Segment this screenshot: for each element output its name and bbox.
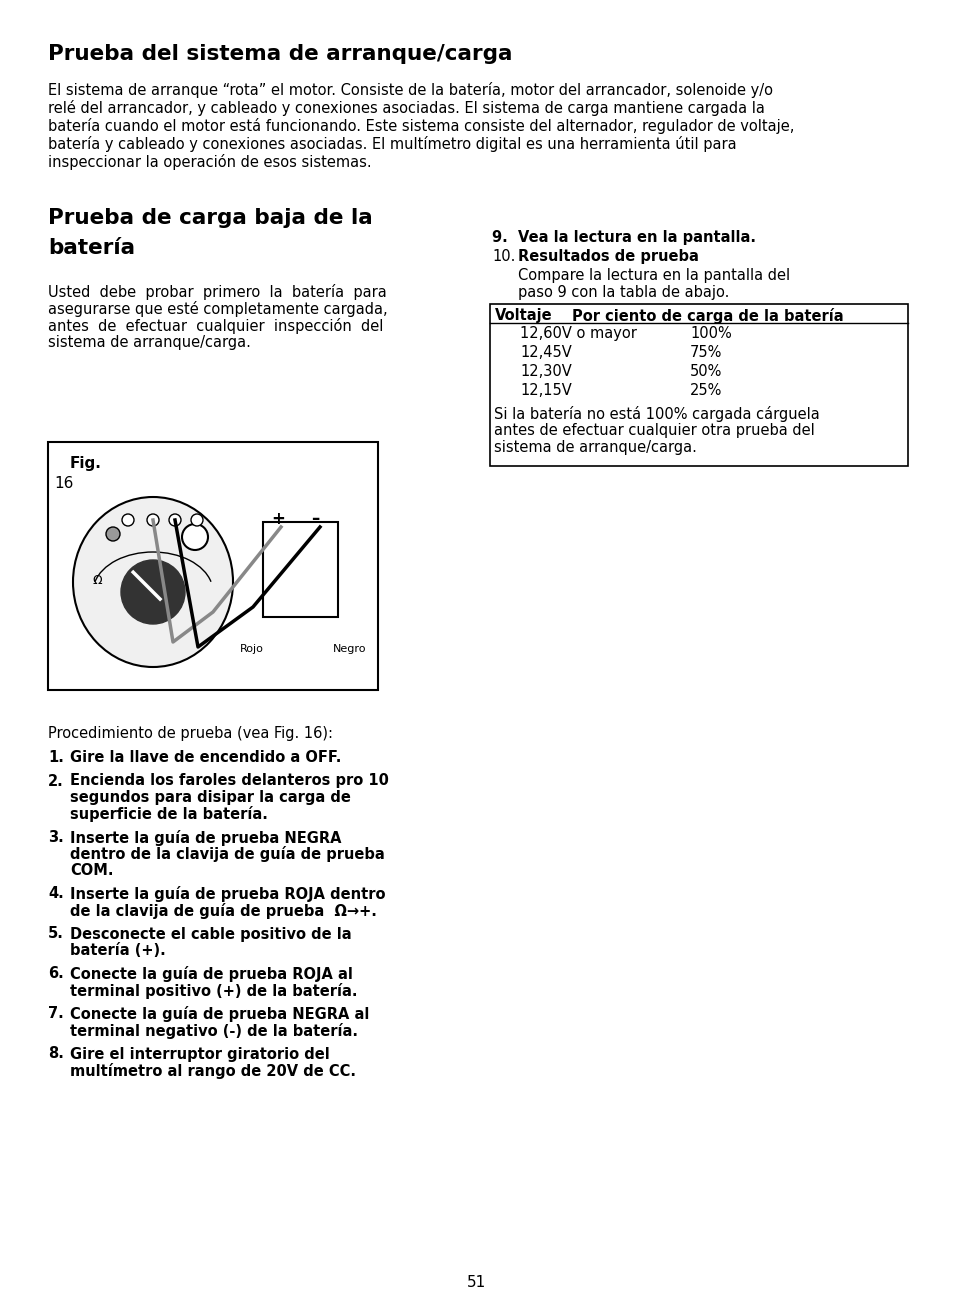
Text: 12,45V: 12,45V [519, 345, 571, 360]
Text: batería (+).: batería (+). [70, 943, 166, 958]
Text: batería: batería [48, 238, 135, 258]
Text: terminal positivo (+) de la batería.: terminal positivo (+) de la batería. [70, 984, 357, 999]
Text: 50%: 50% [689, 364, 721, 379]
Text: terminal negativo (-) de la batería.: terminal negativo (-) de la batería. [70, 1023, 357, 1039]
Circle shape [122, 514, 133, 526]
Text: sistema de arranque/carga.: sistema de arranque/carga. [494, 440, 696, 455]
Text: Gire la llave de encendido a OFF.: Gire la llave de encendido a OFF. [70, 749, 341, 765]
Text: Ω: Ω [92, 574, 103, 587]
Text: batería y cableado y conexiones asociadas. El multímetro digital es una herramie: batería y cableado y conexiones asociada… [48, 137, 736, 152]
Text: Prueba del sistema de arranque/carga: Prueba del sistema de arranque/carga [48, 44, 512, 64]
Text: Conecte la guía de prueba NEGRA al: Conecte la guía de prueba NEGRA al [70, 1007, 369, 1023]
Bar [48, 442, 377, 690]
Circle shape [169, 514, 181, 526]
Text: Procedimiento de prueba (vea Fig. 16):: Procedimiento de prueba (vea Fig. 16): [48, 726, 333, 742]
Bar [490, 304, 907, 466]
Text: Conecte la guía de prueba ROJA al: Conecte la guía de prueba ROJA al [70, 967, 353, 982]
Text: 100%: 100% [689, 327, 731, 341]
Text: 1.: 1. [48, 749, 64, 765]
Text: batería cuando el motor está funcionando. Este sistema consiste del alternador, : batería cuando el motor está funcionando… [48, 118, 794, 134]
Text: 5.: 5. [48, 926, 64, 942]
Text: 25%: 25% [689, 382, 721, 398]
Text: inspeccionar la operación de esos sistemas.: inspeccionar la operación de esos sistem… [48, 154, 372, 170]
Text: El sistema de arranque “rota” el motor. Consiste de la batería, motor del arranc: El sistema de arranque “rota” el motor. … [48, 82, 772, 98]
Text: sistema de arranque/carga.: sistema de arranque/carga. [48, 334, 251, 350]
Text: 4.: 4. [48, 886, 64, 902]
Text: Fig.: Fig. [70, 455, 102, 471]
Text: Rojo: Rojo [240, 644, 264, 654]
Text: Usted  debe  probar  primero  la  batería  para: Usted debe probar primero la batería par… [48, 284, 386, 301]
Text: 12,60V o mayor: 12,60V o mayor [519, 327, 637, 341]
Text: asegurarse que esté completamente cargada,: asegurarse que esté completamente cargad… [48, 301, 387, 317]
Text: Inserte la guía de prueba ROJA dentro: Inserte la guía de prueba ROJA dentro [70, 886, 385, 903]
Text: antes de efectuar cualquier otra prueba del: antes de efectuar cualquier otra prueba … [494, 423, 814, 438]
Text: 12,15V: 12,15V [519, 382, 571, 398]
Text: superficie de la batería.: superficie de la batería. [70, 807, 268, 822]
Text: Por ciento de carga de la batería: Por ciento de carga de la batería [572, 308, 842, 324]
Text: Desconecte el cable positivo de la: Desconecte el cable positivo de la [70, 926, 352, 942]
Text: Prueba de carga baja de la: Prueba de carga baja de la [48, 208, 373, 228]
Text: –: – [311, 510, 319, 528]
Text: de la clavija de guía de prueba  Ω→+.: de la clavija de guía de prueba Ω→+. [70, 903, 376, 919]
Circle shape [191, 514, 203, 526]
Text: Encienda los faroles delanteros pro 10: Encienda los faroles delanteros pro 10 [70, 774, 389, 788]
Text: 51: 51 [467, 1275, 486, 1291]
Text: 10.: 10. [492, 248, 515, 264]
Text: Voltaje: Voltaje [495, 308, 552, 323]
Bar [263, 522, 337, 617]
Text: Resultados de prueba: Resultados de prueba [517, 248, 699, 264]
Text: paso 9 con la tabla de abajo.: paso 9 con la tabla de abajo. [517, 285, 729, 301]
Ellipse shape [73, 497, 233, 667]
Text: Si la batería no está 100% cargada cárguela: Si la batería no está 100% cargada cárgu… [494, 406, 819, 422]
Text: antes  de  efectuar  cualquier  inspección  del: antes de efectuar cualquier inspección d… [48, 317, 383, 334]
Text: +: + [271, 510, 285, 528]
Circle shape [121, 559, 185, 624]
Circle shape [106, 527, 120, 541]
Text: segundos para disipar la carga de: segundos para disipar la carga de [70, 790, 351, 805]
Text: Gire el interruptor giratorio del: Gire el interruptor giratorio del [70, 1046, 330, 1062]
Text: Inserte la guía de prueba NEGRA: Inserte la guía de prueba NEGRA [70, 830, 341, 846]
Text: 6.: 6. [48, 967, 64, 981]
Text: dentro de la clavija de guía de prueba: dentro de la clavija de guía de prueba [70, 847, 384, 863]
Text: 2.: 2. [48, 774, 64, 788]
Text: Compare la lectura en la pantalla del: Compare la lectura en la pantalla del [517, 268, 789, 284]
Text: Negro: Negro [333, 644, 366, 654]
Text: 12,30V: 12,30V [519, 364, 571, 379]
Text: relé del arrancador, y cableado y conexiones asociadas. El sistema de carga mant: relé del arrancador, y cableado y conexi… [48, 100, 764, 116]
Text: 3.: 3. [48, 830, 64, 846]
Text: 9.  Vea la lectura en la pantalla.: 9. Vea la lectura en la pantalla. [492, 230, 755, 245]
Text: 16: 16 [54, 476, 73, 490]
Text: 7.: 7. [48, 1007, 64, 1021]
Text: multímetro al rango de 20V de CC.: multímetro al rango de 20V de CC. [70, 1063, 355, 1079]
Circle shape [147, 514, 159, 526]
Text: 75%: 75% [689, 345, 721, 360]
Text: 8.: 8. [48, 1046, 64, 1062]
Text: COM.: COM. [70, 863, 113, 878]
Circle shape [182, 524, 208, 550]
